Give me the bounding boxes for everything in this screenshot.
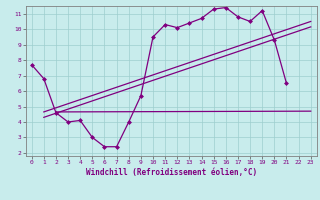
- X-axis label: Windchill (Refroidissement éolien,°C): Windchill (Refroidissement éolien,°C): [86, 168, 257, 177]
